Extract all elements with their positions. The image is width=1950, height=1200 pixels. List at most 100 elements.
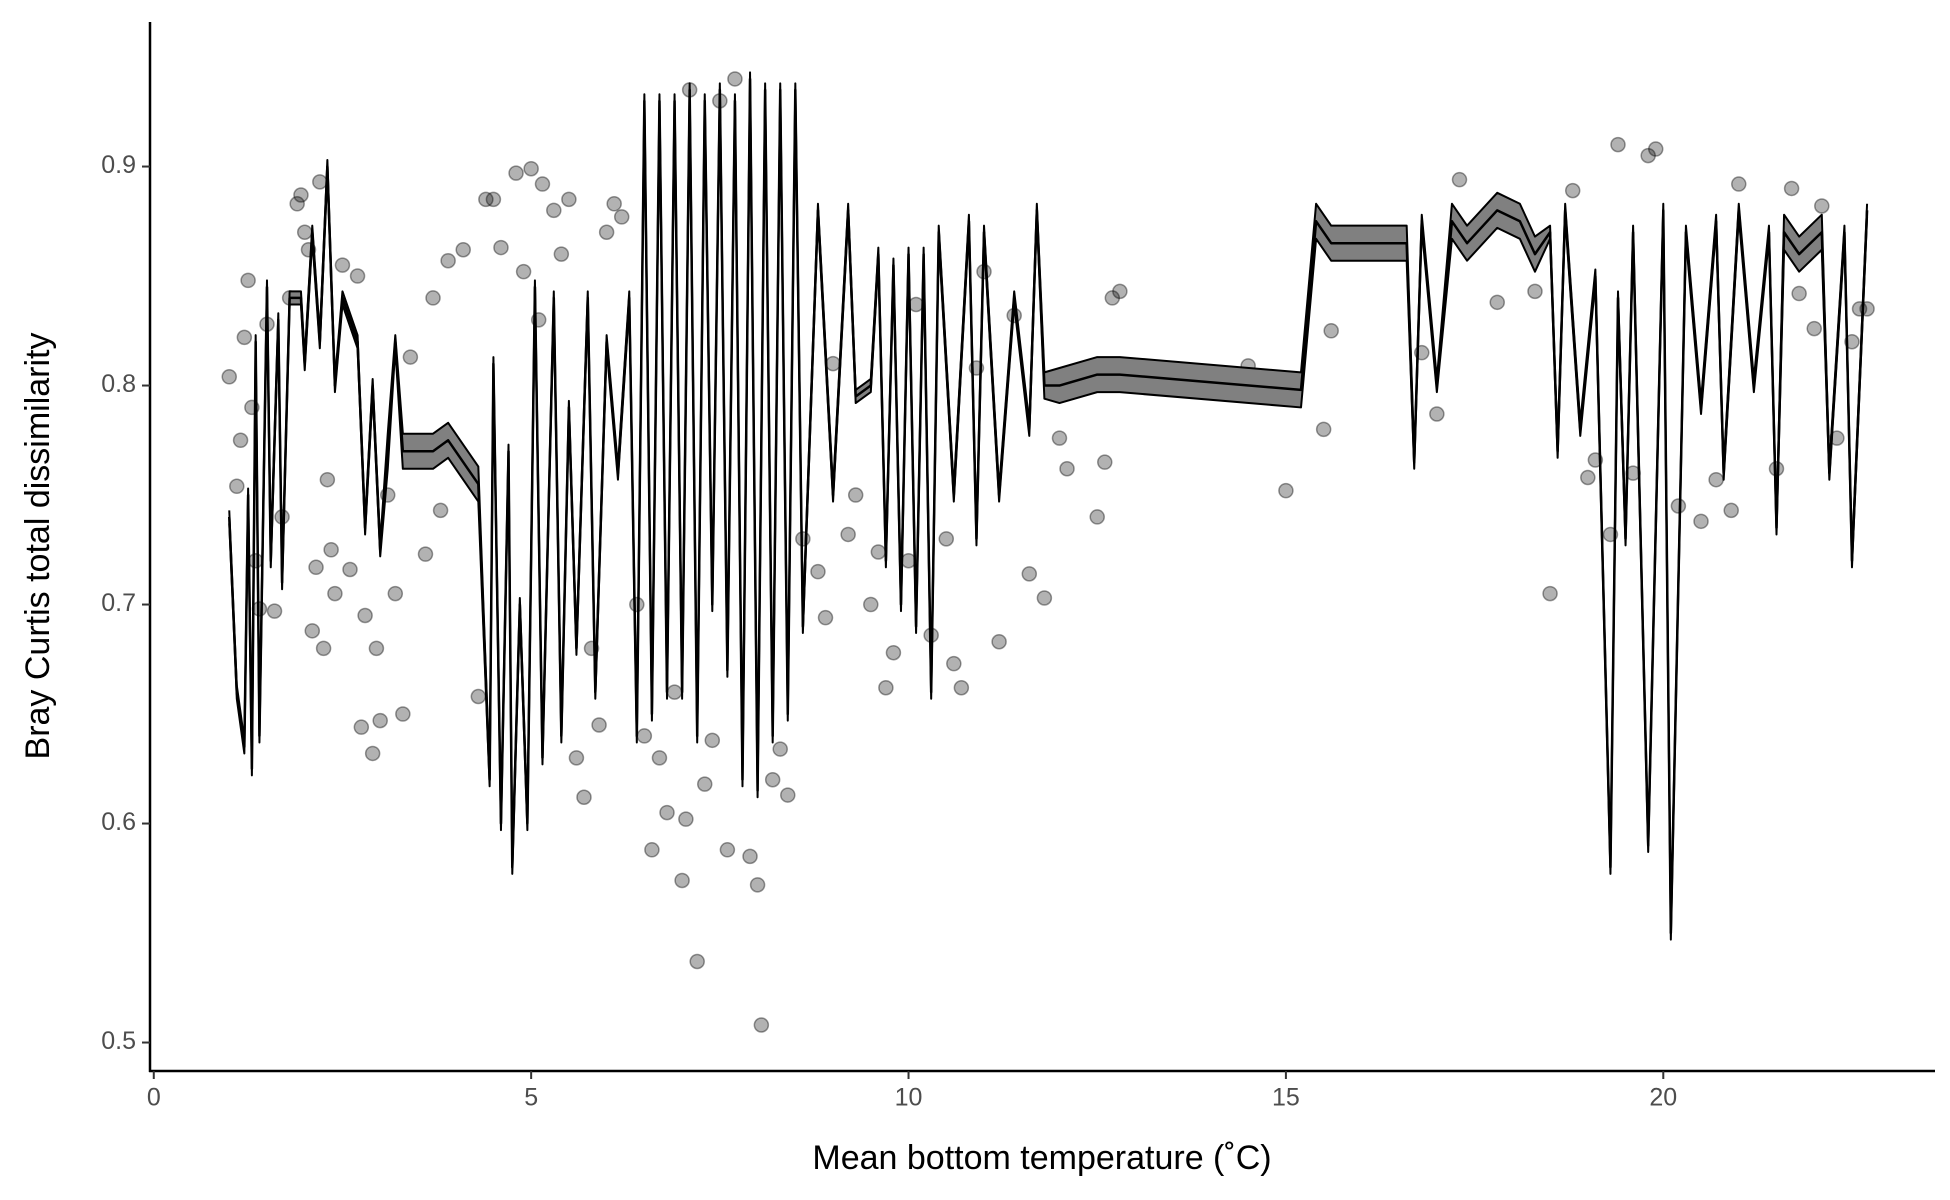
- data-point: [523, 160, 539, 177]
- data-point: [236, 329, 253, 346]
- data-point: [908, 296, 924, 313]
- data-point: [289, 196, 305, 212]
- data-point: [764, 771, 781, 788]
- y-axis-title: Bray Curtis total dissimilarity: [19, 333, 57, 760]
- data-point: [342, 561, 358, 578]
- data-point: [568, 750, 585, 766]
- data-point: [840, 526, 856, 543]
- data-point: [825, 355, 841, 372]
- data-point: [1783, 180, 1800, 197]
- y-tick-label: 0.6: [101, 808, 136, 836]
- data-point: [696, 776, 713, 792]
- data-point: [1315, 421, 1332, 438]
- data-point: [870, 544, 887, 560]
- data-point: [659, 804, 675, 821]
- data-point: [353, 719, 370, 735]
- data-point: [1429, 406, 1445, 422]
- data-point: [308, 559, 324, 576]
- data-point: [229, 478, 245, 495]
- data-point: [240, 272, 256, 289]
- data-point: [1829, 430, 1845, 446]
- data-point: [561, 191, 577, 208]
- data-point: [1768, 461, 1785, 477]
- plot-area: 0 5 10 15 20 0.5 0.6 0.7 0.8 0.9: [101, 22, 1935, 1112]
- y-tick-label: 0.9: [101, 151, 136, 179]
- data-point: [357, 607, 373, 624]
- data-point: [1451, 171, 1468, 188]
- data-point: [1542, 585, 1558, 602]
- data-point: [591, 717, 607, 733]
- data-point: [1723, 502, 1739, 519]
- data-point: [1021, 566, 1038, 582]
- data-point: [485, 191, 502, 208]
- data-point: [334, 257, 351, 273]
- x-tick-label: 15: [1272, 1084, 1300, 1112]
- x-tick-label: 10: [895, 1084, 923, 1112]
- data-point: [674, 872, 690, 889]
- data-point: [1610, 136, 1626, 153]
- data-point: [372, 712, 388, 729]
- data-point: [534, 176, 551, 192]
- y-tick-label: 0.8: [101, 370, 136, 398]
- data-point: [938, 531, 955, 547]
- data-point: [546, 202, 562, 219]
- data-point: [266, 603, 283, 619]
- data-point: [296, 224, 313, 240]
- data-point: [704, 732, 721, 749]
- data-point: [772, 741, 788, 757]
- data-point: [304, 623, 321, 639]
- data-point: [319, 471, 336, 488]
- data-point: [455, 242, 471, 258]
- data-point: [1806, 320, 1822, 337]
- data-point: [742, 848, 758, 865]
- data-point: [1791, 285, 1807, 302]
- data-point: [402, 349, 419, 365]
- data-point: [598, 224, 615, 240]
- data-point: [247, 552, 264, 569]
- data-point: [508, 165, 524, 181]
- data-point: [1278, 482, 1294, 499]
- data-point: [878, 680, 894, 696]
- data-point: [368, 640, 385, 657]
- data-point: [323, 542, 339, 558]
- data-point: [753, 1017, 770, 1033]
- data-point: [312, 174, 328, 190]
- data-point: [478, 191, 494, 208]
- data-point: [1693, 513, 1709, 530]
- data-point: [349, 268, 366, 284]
- data-point: [817, 609, 834, 626]
- band-lower-edge: [228, 84, 1869, 941]
- data-point: [1814, 198, 1830, 214]
- data-point: [953, 680, 970, 696]
- data-point: [1051, 430, 1068, 446]
- data-point: [678, 811, 694, 827]
- data-point: [1670, 498, 1687, 514]
- data-point: [1640, 147, 1656, 164]
- data-point: [395, 706, 411, 722]
- x-axis-title: Mean bottom temperature (˚C): [812, 1139, 1271, 1177]
- data-point: [417, 546, 434, 562]
- data-point: [885, 644, 902, 661]
- x-tick-label: 0: [147, 1084, 161, 1112]
- data-point: [1036, 590, 1053, 606]
- y-tick-label: 0.5: [101, 1027, 136, 1055]
- data-point: [221, 369, 237, 385]
- data-point: [1059, 461, 1075, 477]
- data-point: [470, 688, 487, 705]
- data-point: [991, 634, 1007, 650]
- data-point: [727, 71, 743, 87]
- data-point: [613, 209, 630, 225]
- fit-line: [228, 77, 1869, 935]
- data-point: [1580, 469, 1596, 486]
- confidence-band: [229, 72, 1868, 940]
- band-upper-edge: [228, 71, 1869, 928]
- data-point: [364, 745, 381, 762]
- data-point: [232, 432, 249, 449]
- data-point: [1489, 294, 1505, 311]
- data-point: [719, 842, 736, 858]
- data-point: [749, 877, 766, 893]
- data-point: [1097, 454, 1113, 470]
- data-point: [847, 487, 864, 503]
- data-point: [1527, 283, 1543, 300]
- data-point: [515, 263, 532, 280]
